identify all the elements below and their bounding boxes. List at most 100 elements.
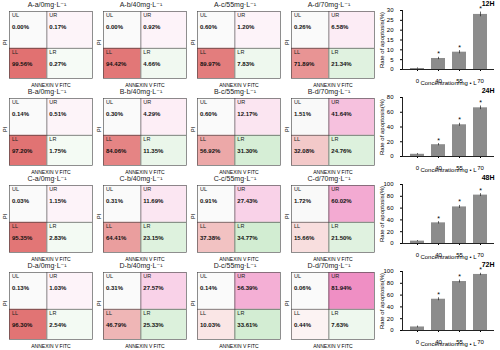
- svg-text:LR: LR: [49, 310, 56, 316]
- svg-text:0.14%: 0.14%: [12, 111, 30, 117]
- svg-text:PI: PI: [2, 300, 8, 306]
- svg-text:11.35%: 11.35%: [143, 148, 164, 154]
- svg-text:*: *: [437, 50, 440, 57]
- svg-text:LR: LR: [143, 136, 150, 142]
- svg-text:ANNEXIN V FITC: ANNEXIN V FITC: [219, 82, 259, 87]
- svg-text:0.92%: 0.92%: [143, 24, 161, 30]
- svg-text:LR: LR: [49, 136, 56, 142]
- svg-text:PI: PI: [96, 126, 102, 132]
- svg-text:27.57%: 27.57%: [143, 285, 164, 291]
- svg-text:LL: LL: [12, 136, 18, 142]
- svg-text:21.34%: 21.34%: [331, 61, 352, 67]
- svg-text:UR: UR: [143, 12, 151, 18]
- svg-text:ANNEXIN V FITC: ANNEXIN V FITC: [31, 256, 71, 261]
- svg-text:1.15%: 1.15%: [49, 198, 67, 204]
- svg-text:UL: UL: [200, 273, 207, 279]
- svg-text:PI: PI: [96, 213, 102, 219]
- svg-text:Rate of apoptosis(%): Rate of apoptosis(%): [379, 99, 385, 155]
- svg-text:LL: LL: [200, 310, 206, 316]
- svg-text:LR: LR: [331, 223, 338, 229]
- svg-text:ANNEXIN V FITC: ANNEXIN V FITC: [125, 256, 165, 261]
- svg-text:LR: LR: [49, 49, 56, 55]
- svg-text:PI: PI: [96, 39, 102, 45]
- svg-text:24H: 24H: [482, 87, 495, 94]
- svg-text:UL: UL: [12, 12, 19, 18]
- svg-text:0: 0: [416, 78, 420, 84]
- svg-text:33.61%: 33.61%: [237, 322, 258, 328]
- svg-text:0.31%: 0.31%: [106, 285, 124, 291]
- svg-text:PI: PI: [284, 300, 290, 306]
- svg-text:Rate of apoptosis(%): Rate of apoptosis(%): [379, 186, 385, 242]
- svg-text:40: 40: [387, 304, 394, 310]
- svg-text:0.91%: 0.91%: [200, 198, 218, 204]
- svg-text:UR: UR: [49, 12, 57, 18]
- svg-text:LL: LL: [106, 310, 112, 316]
- svg-text:56.39%: 56.39%: [237, 285, 258, 291]
- svg-text:0.13%: 0.13%: [12, 285, 30, 291]
- svg-text:ANNEXIN V FITC: ANNEXIN V FITC: [31, 343, 71, 348]
- svg-text:1.72%: 1.72%: [294, 198, 312, 204]
- svg-text:1.20%: 1.20%: [237, 24, 255, 30]
- svg-text:89.97%: 89.97%: [200, 61, 221, 67]
- svg-text:0.14%: 0.14%: [200, 285, 218, 291]
- svg-text:1.51%: 1.51%: [294, 111, 312, 117]
- svg-text:PI: PI: [2, 213, 8, 219]
- svg-text:ANNEXIN V FITC: ANNEXIN V FITC: [313, 343, 353, 348]
- svg-text:25.33%: 25.33%: [143, 322, 164, 328]
- svg-text:*: *: [479, 99, 482, 106]
- svg-text:*: *: [479, 187, 482, 194]
- svg-text:60.02%: 60.02%: [331, 198, 352, 204]
- svg-text:70: 70: [477, 252, 484, 258]
- svg-text:LR: LR: [143, 49, 150, 55]
- svg-text:PI: PI: [190, 126, 196, 132]
- svg-text:1.03%: 1.03%: [49, 285, 67, 291]
- svg-text:PI: PI: [2, 39, 8, 45]
- svg-text:UR: UR: [237, 12, 245, 18]
- svg-text:20: 20: [387, 27, 394, 33]
- svg-text:0.03%: 0.03%: [12, 198, 30, 204]
- svg-text:UL: UL: [106, 186, 113, 192]
- svg-text:Concentration/mg • L: Concentration/mg • L: [420, 80, 477, 86]
- svg-text:100: 100: [383, 268, 394, 274]
- svg-text:Concentration/mg • L: Concentration/mg • L: [420, 167, 477, 173]
- svg-text:10.03%: 10.03%: [200, 322, 221, 328]
- svg-text:*: *: [458, 116, 461, 123]
- svg-text:LL: LL: [12, 223, 18, 229]
- svg-text:UL: UL: [294, 186, 301, 192]
- svg-text:46.79%: 46.79%: [106, 322, 127, 328]
- svg-text:41.64%: 41.64%: [331, 111, 352, 117]
- svg-text:ANNEXIN V FITC: ANNEXIN V FITC: [31, 169, 71, 174]
- svg-text:0: 0: [390, 153, 394, 159]
- svg-text:80: 80: [387, 94, 394, 100]
- svg-text:71.89%: 71.89%: [294, 61, 315, 67]
- svg-text:70: 70: [477, 165, 484, 171]
- svg-text:PI: PI: [284, 213, 290, 219]
- svg-text:64.41%: 64.41%: [106, 235, 127, 241]
- svg-text:LR: LR: [143, 310, 150, 316]
- svg-text:0.30%: 0.30%: [106, 111, 124, 117]
- svg-text:6.58%: 6.58%: [331, 24, 349, 30]
- svg-text:0.00%: 0.00%: [106, 24, 124, 30]
- svg-text:Concentration/mg • L: Concentration/mg • L: [420, 254, 477, 260]
- svg-text:21.50%: 21.50%: [331, 235, 352, 241]
- svg-text:UL: UL: [294, 273, 301, 279]
- svg-text:LR: LR: [143, 223, 150, 229]
- svg-text:81.94%: 81.94%: [331, 285, 352, 291]
- svg-text:UR: UR: [237, 273, 245, 279]
- svg-text:PI: PI: [190, 39, 196, 45]
- svg-text:20: 20: [387, 316, 394, 322]
- svg-text:0.60%: 0.60%: [200, 111, 218, 117]
- svg-text:LR: LR: [49, 223, 56, 229]
- svg-text:72H: 72H: [482, 261, 495, 268]
- svg-text:ANNEXIN V FITC: ANNEXIN V FITC: [219, 256, 259, 261]
- svg-text:2.83%: 2.83%: [49, 235, 67, 241]
- svg-text:*: *: [437, 291, 440, 298]
- svg-text:40: 40: [387, 124, 394, 130]
- svg-text:LR: LR: [237, 136, 244, 142]
- svg-text:0.44%: 0.44%: [294, 322, 312, 328]
- svg-text:Rate of apoptosis(%): Rate of apoptosis(%): [379, 273, 385, 329]
- svg-text:20: 20: [387, 139, 394, 145]
- svg-text:UL: UL: [200, 99, 207, 105]
- svg-text:UR: UR: [49, 273, 57, 279]
- svg-text:0.17%: 0.17%: [49, 24, 67, 30]
